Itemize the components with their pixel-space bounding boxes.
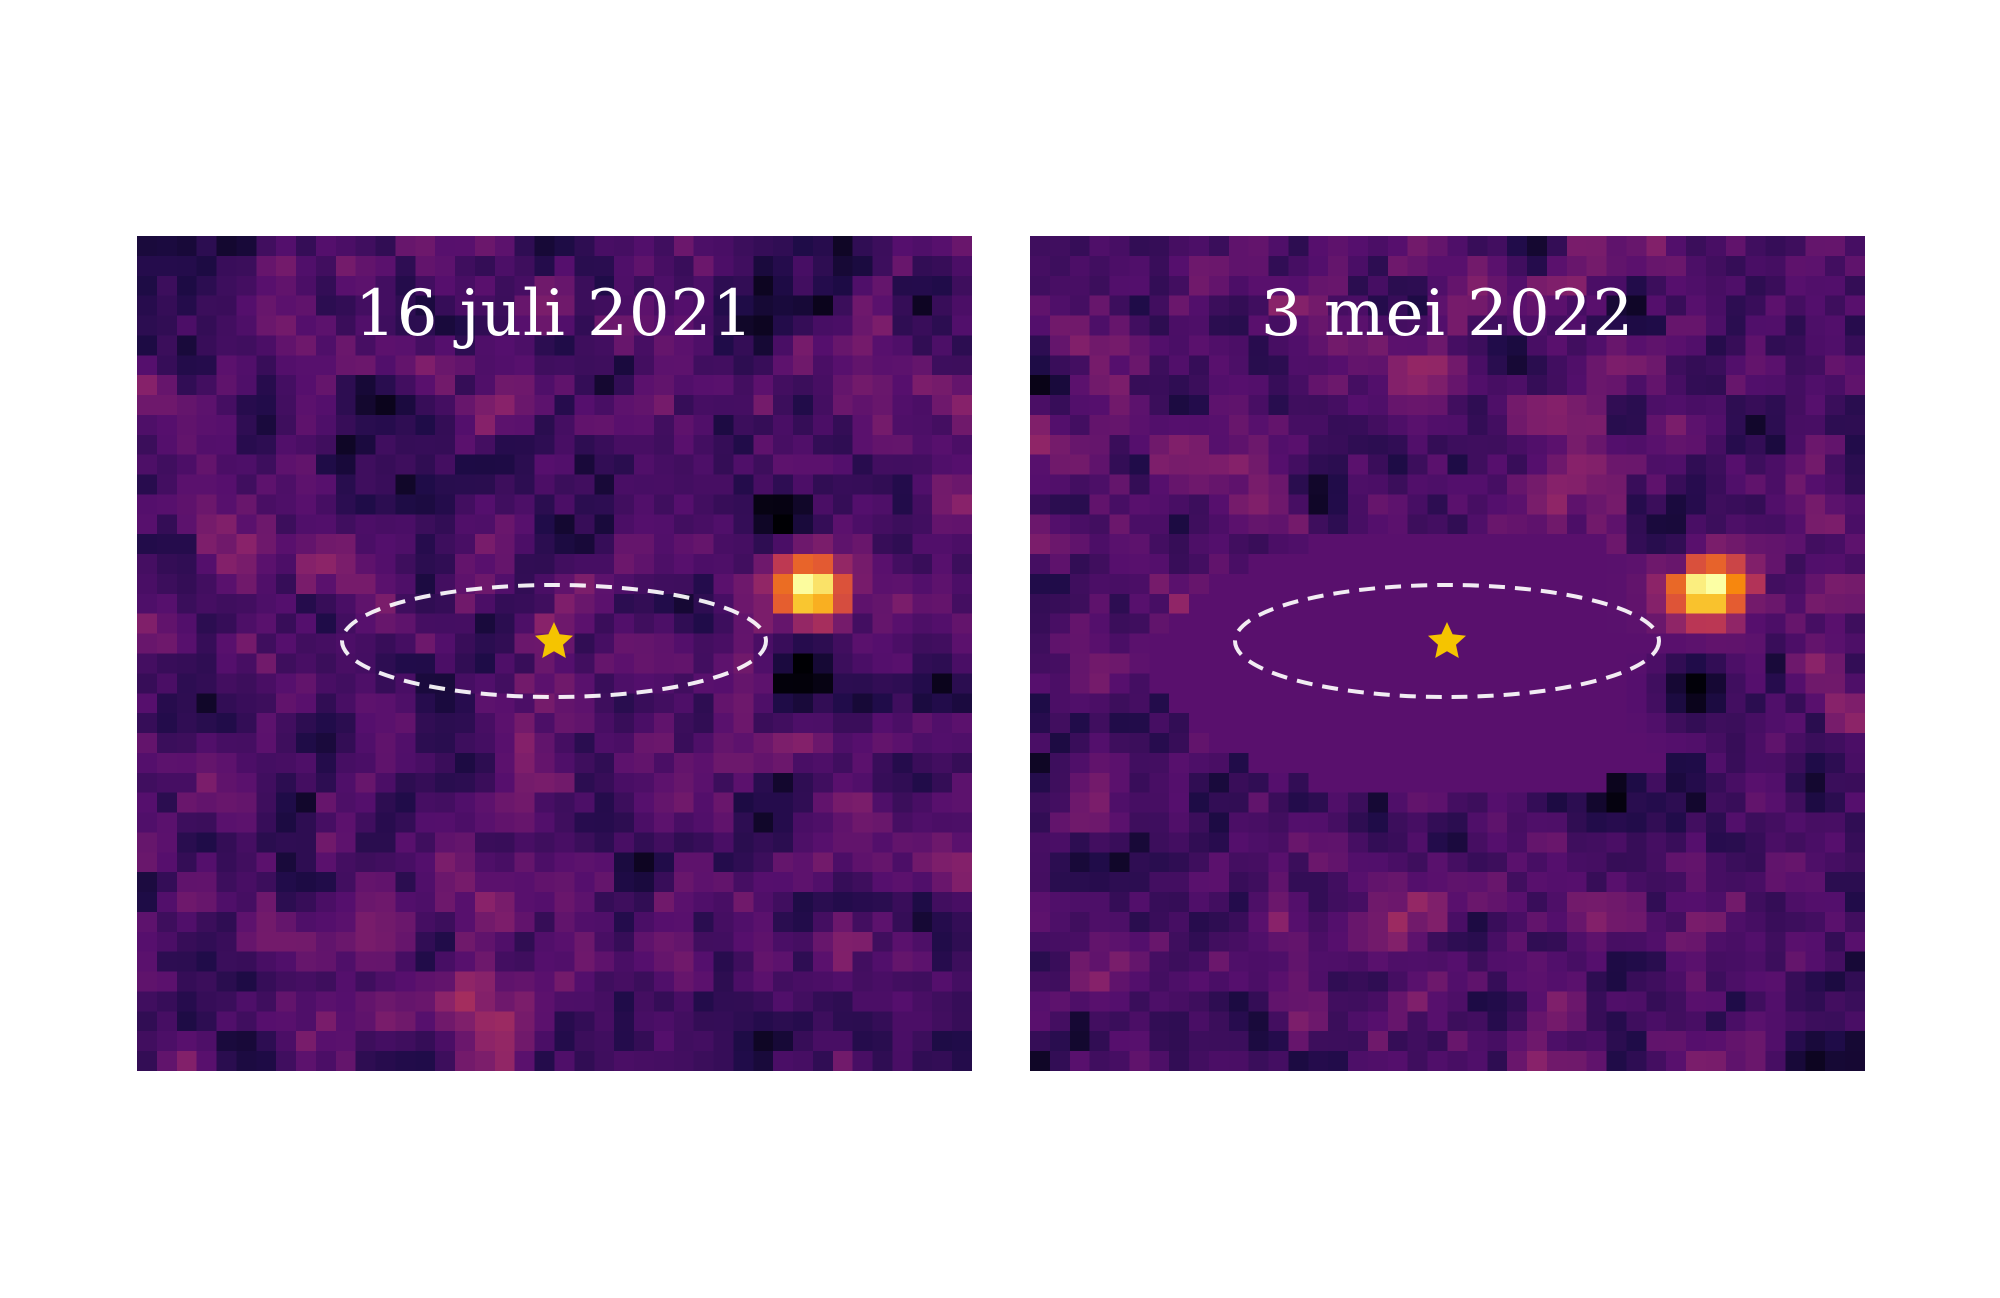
observation-date-label: 3 mei 2022 [1260,277,1635,351]
observation-panel-2022: 3 mei 2022 [1030,236,1865,1071]
observation-panel-2021: 16 juli 2021 [137,236,972,1071]
overlay-2022 [1233,583,1661,699]
star-icon [1428,622,1466,658]
orbit-ellipse [340,583,768,699]
infrared-image-2022 [1030,236,1865,1071]
star-icon [535,622,573,658]
infrared-image-2021 [137,236,972,1071]
orbit-ellipse [1233,583,1661,699]
observation-date-label: 16 juli 2021 [355,277,754,351]
overlay-2021 [340,583,768,699]
